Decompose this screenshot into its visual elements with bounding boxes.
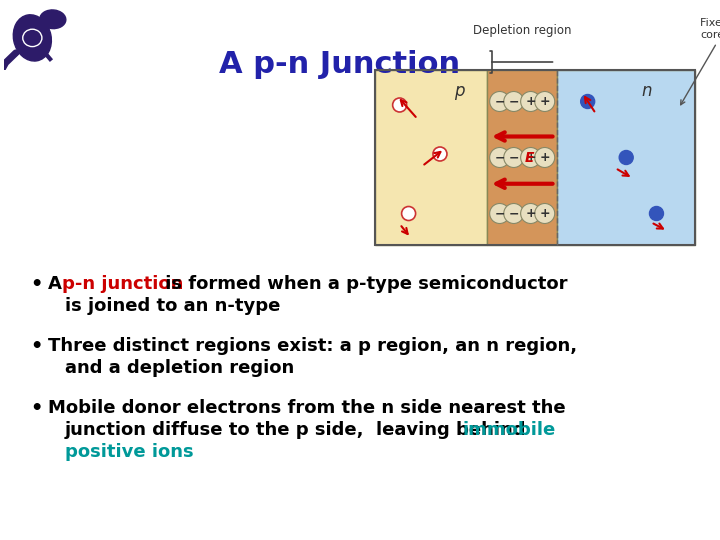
Bar <box>375 70 695 245</box>
Text: and a depletion region: and a depletion region <box>65 359 294 377</box>
Text: p-n junction: p-n junction <box>62 275 184 293</box>
Circle shape <box>490 147 510 167</box>
Text: A p-n Junction: A p-n Junction <box>220 50 461 79</box>
Circle shape <box>580 94 595 109</box>
Text: •: • <box>30 275 42 294</box>
Text: +: + <box>539 207 550 220</box>
Text: Depletion region: Depletion region <box>473 24 572 37</box>
Ellipse shape <box>13 15 51 61</box>
Circle shape <box>535 204 554 224</box>
Circle shape <box>649 206 663 220</box>
Text: is joined to an n-type: is joined to an n-type <box>65 297 280 315</box>
Text: +: + <box>526 95 536 108</box>
Text: positive ions: positive ions <box>65 443 194 461</box>
Circle shape <box>392 98 407 112</box>
Text: p: p <box>454 82 464 100</box>
Text: •: • <box>30 337 42 356</box>
Text: Fixed ion
cores: Fixed ion cores <box>680 18 720 105</box>
Circle shape <box>504 147 523 167</box>
Circle shape <box>521 91 541 111</box>
Text: n: n <box>642 82 652 100</box>
Circle shape <box>521 147 541 167</box>
Bar <box>557 70 695 245</box>
Circle shape <box>490 204 510 224</box>
Circle shape <box>504 91 523 111</box>
Circle shape <box>535 147 554 167</box>
Text: −: − <box>495 151 505 164</box>
Circle shape <box>504 204 523 224</box>
Text: −: − <box>495 95 505 108</box>
Text: •: • <box>30 399 42 418</box>
Text: +: + <box>539 95 550 108</box>
Text: Mobile donor electrons from the n side nearest the: Mobile donor electrons from the n side n… <box>48 399 566 417</box>
Bar <box>487 70 557 245</box>
Circle shape <box>535 91 554 111</box>
Text: immobile: immobile <box>463 421 557 439</box>
Text: E: E <box>524 151 534 165</box>
Text: A: A <box>48 275 68 293</box>
Circle shape <box>402 206 415 220</box>
Bar <box>375 70 487 245</box>
Text: Three distinct regions exist: a p region, an n region,: Three distinct regions exist: a p region… <box>48 337 577 355</box>
Text: +: + <box>526 151 536 164</box>
Text: is formed when a p-type semiconductor: is formed when a p-type semiconductor <box>159 275 567 293</box>
Ellipse shape <box>40 10 66 29</box>
Circle shape <box>619 151 633 165</box>
Text: +: + <box>526 207 536 220</box>
Circle shape <box>490 91 510 111</box>
Circle shape <box>433 147 447 161</box>
Text: junction diffuse to the p side,  leaving behind: junction diffuse to the p side, leaving … <box>65 421 533 439</box>
Text: +: + <box>539 151 550 164</box>
Text: −: − <box>495 207 505 220</box>
Text: −: − <box>508 207 519 220</box>
Text: −: − <box>508 95 519 108</box>
Text: −: − <box>508 151 519 164</box>
Circle shape <box>521 204 541 224</box>
